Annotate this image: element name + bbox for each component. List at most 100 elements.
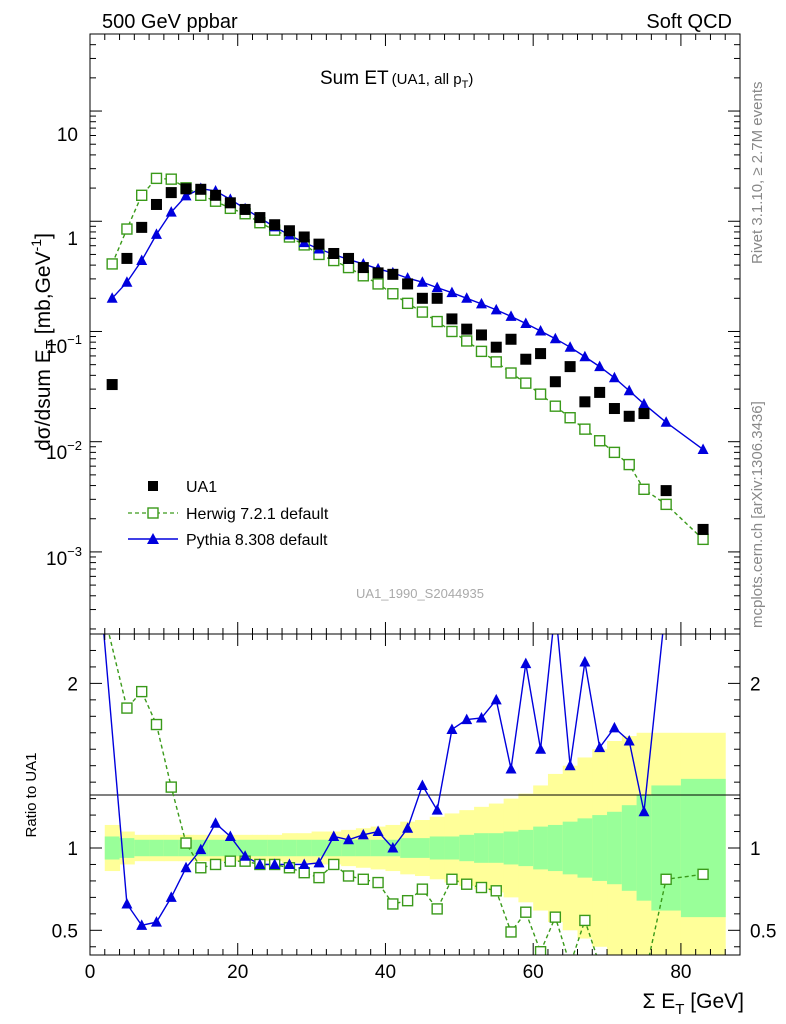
y-tick-label-1: 1 xyxy=(67,229,78,250)
ua1-main-point xyxy=(224,197,236,209)
legend-label-pythia: Pythia 8.308 default xyxy=(186,532,328,549)
herwig-ratio-point xyxy=(387,898,399,910)
herwig-ratio-point xyxy=(195,862,207,874)
herwig-ratio-point xyxy=(475,881,488,894)
herwig-main-point xyxy=(623,458,635,471)
ua1-main-point xyxy=(283,225,295,237)
header-left-label: 500 GeV ppbar xyxy=(102,11,238,33)
ratio-band-inner xyxy=(518,829,534,867)
ratio-band-inner xyxy=(592,815,608,881)
pythia-ratio-point xyxy=(594,741,606,753)
plot-title-sub: (UA1, all p xyxy=(392,71,462,88)
ratio-plot-panel: 0.5 0.51 12 20 20 40 60 80 Ratio to UA1 Σ ET [G… xyxy=(23,633,776,1018)
pythia-ratio-point xyxy=(475,711,487,723)
herwig-main-point xyxy=(136,189,148,201)
y-axis-label-main: dσ/dsum E xyxy=(32,349,55,451)
ratio-series-clipped xyxy=(103,634,709,955)
ua1-main-point xyxy=(416,292,428,304)
pythia-main-point xyxy=(579,350,591,362)
x-tick-label: 40 xyxy=(375,962,396,983)
y-tick-label-0p1: 10−1 xyxy=(46,332,82,358)
ua1-main-point xyxy=(520,353,532,365)
herwig-main-point xyxy=(490,356,502,368)
ratio-y-tick-label-right: 2 xyxy=(750,674,761,695)
herwig-main-point xyxy=(549,400,562,412)
pythia-ratio-point xyxy=(461,713,473,725)
ratio-band-inner xyxy=(104,836,121,860)
pythia-ratio-point xyxy=(564,759,576,771)
plot-title-main: Sum ET xyxy=(320,68,389,89)
herwig-ratio-point xyxy=(697,868,709,881)
herwig-main-point xyxy=(608,446,621,459)
ua1-main-point xyxy=(402,278,414,290)
x-axis-label-unit: [GeV] xyxy=(684,990,744,1013)
ratio-band-inner xyxy=(474,833,490,863)
x-tick-label: 20 xyxy=(227,962,248,983)
pythia-ratio-point xyxy=(343,833,355,845)
pythia-main-point xyxy=(608,371,620,383)
ua1-main-point xyxy=(313,238,325,250)
ratio-series-group xyxy=(103,634,709,955)
herwig-main-point xyxy=(165,173,177,185)
y-axis-label-sup: -1 xyxy=(28,239,44,252)
ua1-main-point xyxy=(121,252,133,264)
pythia-ratio-point xyxy=(431,804,443,815)
herwig-main-point xyxy=(534,388,547,400)
mcplots-reference-label: mcplots.cern.ch [arXiv:1306.3436] xyxy=(749,401,766,628)
ratio-band-inner xyxy=(252,839,268,857)
pythia-main-point xyxy=(594,360,606,372)
ratio-band-inner xyxy=(370,839,386,857)
herwig-main-point xyxy=(697,533,709,546)
herwig-ratio-point xyxy=(401,894,414,907)
herwig-ratio-point xyxy=(416,883,429,895)
x-tick-label: 80 xyxy=(670,962,691,983)
ratio-y-tick-label-right: 0.5 xyxy=(750,921,776,942)
ua1-main-point xyxy=(180,183,192,195)
pythia-main-point xyxy=(623,384,635,396)
ua1-main-point xyxy=(594,386,606,398)
pythia-main-point xyxy=(549,332,561,344)
ua1-main-point xyxy=(210,189,222,201)
pythia-main-point xyxy=(136,254,148,266)
herwig-main-point xyxy=(475,345,488,358)
ratio-uncertainty-band xyxy=(104,732,726,955)
herwig-ratio-point xyxy=(357,873,369,885)
x-axis-label-main: Σ E xyxy=(642,990,675,1013)
ratio-band-inner xyxy=(400,838,416,858)
ratio-band-inner xyxy=(429,836,446,860)
pythia-ratio-point xyxy=(505,762,517,774)
ratio-band-inner xyxy=(222,839,239,857)
legend: UA1 Herwig 7.2.1 default Pythia 8.308 de… xyxy=(128,479,329,549)
main-y-tick-labels: 10 1 10−1 10−2 10−3 xyxy=(46,125,82,570)
herwig-ratio-point xyxy=(490,885,502,897)
pythia-main-point xyxy=(416,276,428,287)
y-axis-label-sub: T xyxy=(43,340,60,349)
ratio-band-inner xyxy=(267,839,283,857)
pythia-ratio-point xyxy=(180,861,192,873)
herwig-main-point xyxy=(660,498,672,511)
header-right-label: Soft QCD xyxy=(646,11,732,33)
ratio-band-inner xyxy=(636,795,652,901)
pythia-main-point xyxy=(106,292,118,303)
ua1-main-point xyxy=(505,333,517,345)
herwig-main-point xyxy=(579,423,591,435)
pythia-main-point xyxy=(475,297,487,309)
pythia-main-point xyxy=(121,276,133,287)
ratio-band-inner xyxy=(208,839,224,857)
pythia-main-point xyxy=(446,286,458,298)
x-tick-label: 60 xyxy=(523,962,544,983)
pythia-ratio-point xyxy=(357,828,369,840)
pythia-main-point xyxy=(535,325,547,336)
legend-marker-ua1 xyxy=(148,481,158,491)
ua1-main-point xyxy=(461,323,473,335)
herwig-ratio-point xyxy=(431,903,443,915)
ratio-band-inner xyxy=(282,839,298,857)
ua1-main-point xyxy=(623,410,635,422)
herwig-ratio-point xyxy=(461,878,473,890)
pythia-ratio-point xyxy=(313,856,325,868)
herwig-ratio-point xyxy=(372,876,384,889)
herwig-main-point xyxy=(520,377,532,389)
y-tick-label-0p01: 10−2 xyxy=(46,438,82,464)
ua1-main-point xyxy=(608,403,620,415)
